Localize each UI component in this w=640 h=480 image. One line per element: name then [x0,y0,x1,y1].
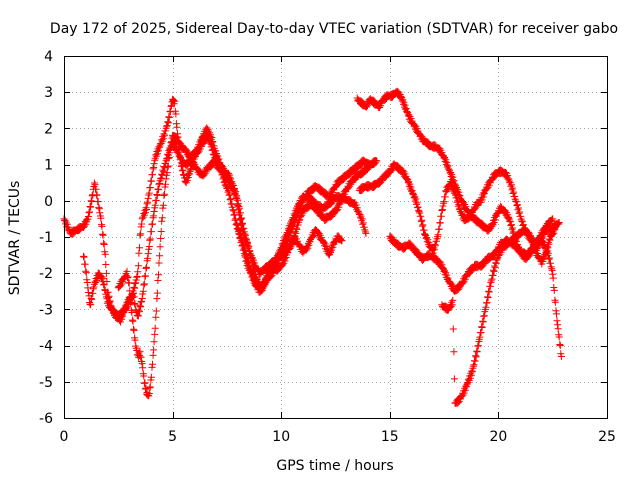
x-tick-label: 10 [272,429,290,445]
series-track-h [438,224,559,407]
y-tick-label: -2 [39,266,53,282]
y-tick-label: -1 [39,230,53,246]
x-tick-label: 5 [168,429,177,445]
x-tick-label: 0 [60,429,69,445]
y-tick-label: -6 [39,411,53,427]
label-layer: 0 5 10 15 20 25 -6 -5 -4 -3 -2 -1 0 1 2 3 4 [39,49,616,445]
x-tick-label: 25 [598,429,616,445]
y-axis-title: SDTVAR / TECUs [7,181,23,296]
y-tick-label: -5 [39,375,53,391]
y-tick-label: 2 [44,121,53,137]
y-tick-label: -3 [39,302,53,318]
grid-layer [64,56,607,418]
y-tick-label: 0 [44,194,53,210]
series-layer [60,87,565,407]
x-axis-title: GPS time / hours [276,458,393,474]
y-tick-label: -4 [39,339,53,355]
y-tick-label: 1 [44,158,53,174]
x-tick-label: 20 [489,429,507,445]
chart-title: Day 172 of 2025, Sidereal Day-to-day VTE… [50,21,618,37]
x-tick-label: 15 [381,429,399,445]
tick-layer [64,56,608,419]
series-track-c [114,124,376,400]
y-tick-label: 3 [44,85,53,101]
series-track-d [234,221,346,293]
y-tick-label: 4 [44,49,53,65]
